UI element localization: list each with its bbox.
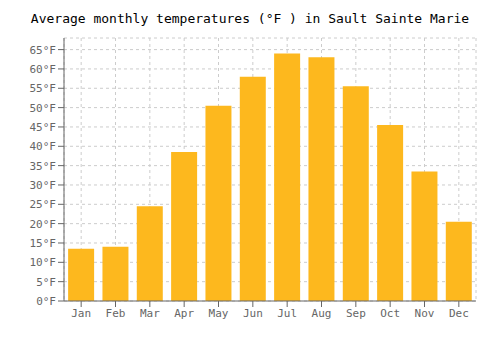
svg-text:40°F: 40°F xyxy=(30,140,57,153)
svg-text:30°F: 30°F xyxy=(30,179,57,192)
svg-text:45°F: 45°F xyxy=(30,121,57,134)
svg-text:5°F: 5°F xyxy=(36,276,56,289)
svg-text:50°F: 50°F xyxy=(30,102,57,115)
svg-text:Jan: Jan xyxy=(71,307,91,320)
svg-text:35°F: 35°F xyxy=(30,160,57,173)
svg-text:Sep: Sep xyxy=(346,307,366,320)
svg-text:Apr: Apr xyxy=(174,307,194,320)
svg-text:0°F: 0°F xyxy=(36,295,56,308)
svg-text:Nov: Nov xyxy=(415,307,435,320)
svg-text:Aug: Aug xyxy=(312,307,332,320)
svg-text:Dec: Dec xyxy=(449,307,469,320)
svg-text:25°F: 25°F xyxy=(30,198,57,211)
html-text:Average monthly temperatures (: Average monthly temperatures (°F ) in Sa… xyxy=(30,11,470,26)
svg-text:Feb: Feb xyxy=(106,307,126,320)
svg-text:May: May xyxy=(209,307,229,320)
svg-text:10°F: 10°F xyxy=(30,256,57,269)
svg-text:60°F: 60°F xyxy=(30,63,57,76)
svg-text:Jun: Jun xyxy=(243,307,263,320)
svg-text:20°F: 20°F xyxy=(30,218,57,231)
svg-text:Mar: Mar xyxy=(140,307,160,320)
svg-text:15°F: 15°F xyxy=(30,237,57,250)
svg-text:55°F: 55°F xyxy=(30,82,57,95)
svg-text:65°F: 65°F xyxy=(30,44,57,57)
svg-text:Oct: Oct xyxy=(380,307,400,320)
svg-text:Jul: Jul xyxy=(277,307,297,320)
